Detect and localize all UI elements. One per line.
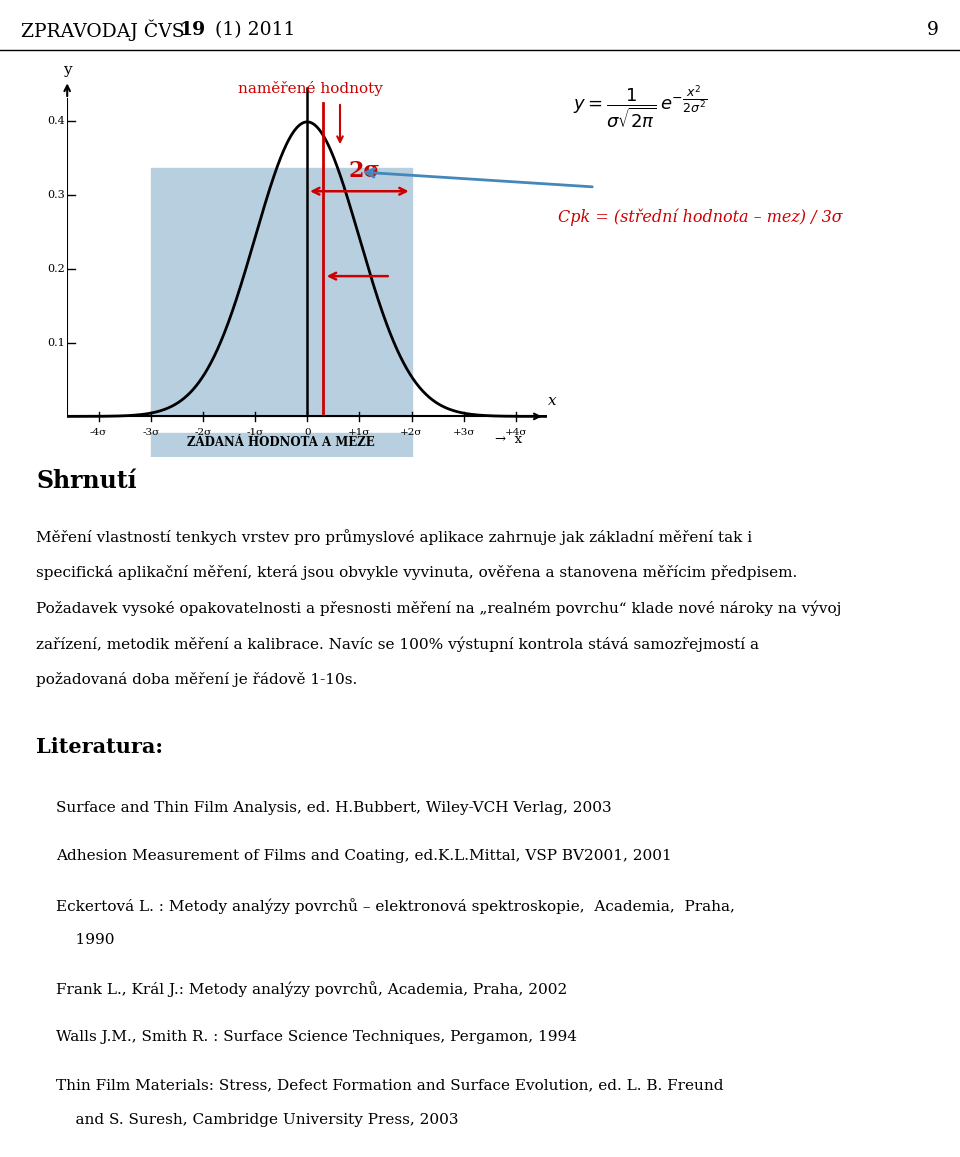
Text: 1990: 1990 bbox=[56, 933, 114, 946]
Text: Frank L., Král J.: Metody analýzy povrchů, Academia, Praha, 2002: Frank L., Král J.: Metody analýzy povrch… bbox=[56, 981, 567, 997]
Text: 0: 0 bbox=[304, 428, 310, 437]
Text: +1σ: +1σ bbox=[348, 428, 371, 437]
Text: y: y bbox=[63, 62, 71, 76]
Text: Adhesion Measurement of Films and Coating, ed.K.L.Mittal, VSP BV2001, 2001: Adhesion Measurement of Films and Coatin… bbox=[56, 849, 671, 863]
Text: +2σ: +2σ bbox=[400, 428, 422, 437]
Text: +3σ: +3σ bbox=[452, 428, 475, 437]
Text: ZADANÁ HODNOTA A MEZE: ZADANÁ HODNOTA A MEZE bbox=[187, 436, 375, 449]
Text: zařízení, metodik měření a kalibrace. Navíc se 100% výstupní kontrola stává samo: zařízení, metodik měření a kalibrace. Na… bbox=[36, 636, 759, 651]
Text: 0.2: 0.2 bbox=[47, 264, 64, 274]
Text: and S. Suresh, Cambridge University Press, 2003: and S. Suresh, Cambridge University Pres… bbox=[56, 1113, 458, 1127]
Text: Požadavek vysoké opakovatelnosti a přesnosti měření na „realném povrchu“ klade : Požadavek vysoké opakovatelnosti a přesn… bbox=[36, 600, 842, 616]
Text: specifická aplikační měření, která jsou obvykle vyvinuta, ověřena a stanovena mě: specifická aplikační měření, která jsou … bbox=[36, 565, 798, 580]
Text: 2σ: 2σ bbox=[348, 160, 380, 182]
Text: 19: 19 bbox=[180, 21, 205, 39]
Text: Literatura:: Literatura: bbox=[36, 737, 163, 757]
Text: Cpk = (střední hodnota – mez) / 3σ: Cpk = (střední hodnota – mez) / 3σ bbox=[558, 208, 842, 226]
Text: (1) 2011: (1) 2011 bbox=[209, 21, 296, 39]
Text: Eckertová L. : Metody analýzy povrchů – elektronová spektroskopie,  Academia,  P: Eckertová L. : Metody analýzy povrchů – … bbox=[56, 898, 734, 914]
Text: Měření vlastností tenkych vrstev pro průmyslové aplikace zahrnuje jak základní m: Měření vlastností tenkych vrstev pro prů… bbox=[36, 529, 753, 545]
Text: 0.4: 0.4 bbox=[47, 116, 64, 126]
Text: $y = \dfrac{1}{\sigma\sqrt{2\pi}}\,e^{-\dfrac{x^2}{2\sigma^2}}$: $y = \dfrac{1}{\sigma\sqrt{2\pi}}\,e^{-\… bbox=[573, 83, 707, 131]
Text: x: x bbox=[548, 393, 557, 407]
Text: +4σ: +4σ bbox=[505, 428, 527, 437]
Text: -1σ: -1σ bbox=[247, 428, 264, 437]
Text: →  x: → x bbox=[495, 433, 522, 445]
Text: požadovaná doba měření je řádově 1-10s.: požadovaná doba měření je řádově 1-10s. bbox=[36, 672, 358, 687]
Text: Surface and Thin Film Analysis, ed. H.Bubbert, Wiley-VCH Verlag, 2003: Surface and Thin Film Analysis, ed. H.Bu… bbox=[56, 801, 612, 815]
Text: ZPRAVODAJ ČVS: ZPRAVODAJ ČVS bbox=[21, 20, 191, 40]
Text: 9: 9 bbox=[927, 21, 939, 39]
Text: 0.1: 0.1 bbox=[47, 338, 64, 347]
Text: -3σ: -3σ bbox=[142, 428, 159, 437]
Text: 0.3: 0.3 bbox=[47, 190, 64, 200]
Text: Thin Film Materials: Stress, Defect Formation and Surface Evolution, ed. L. B. F: Thin Film Materials: Stress, Defect Form… bbox=[56, 1078, 723, 1092]
Text: Shrnutí: Shrnutí bbox=[36, 469, 137, 493]
Text: -2σ: -2σ bbox=[194, 428, 211, 437]
Text: naměřené hodnoty: naměřené hodnoty bbox=[237, 81, 382, 96]
Text: -4σ: -4σ bbox=[90, 428, 108, 437]
Text: Walls J.M., Smith R. : Surface Science Techniques, Pergamon, 1994: Walls J.M., Smith R. : Surface Science T… bbox=[56, 1030, 577, 1044]
Polygon shape bbox=[151, 433, 412, 457]
